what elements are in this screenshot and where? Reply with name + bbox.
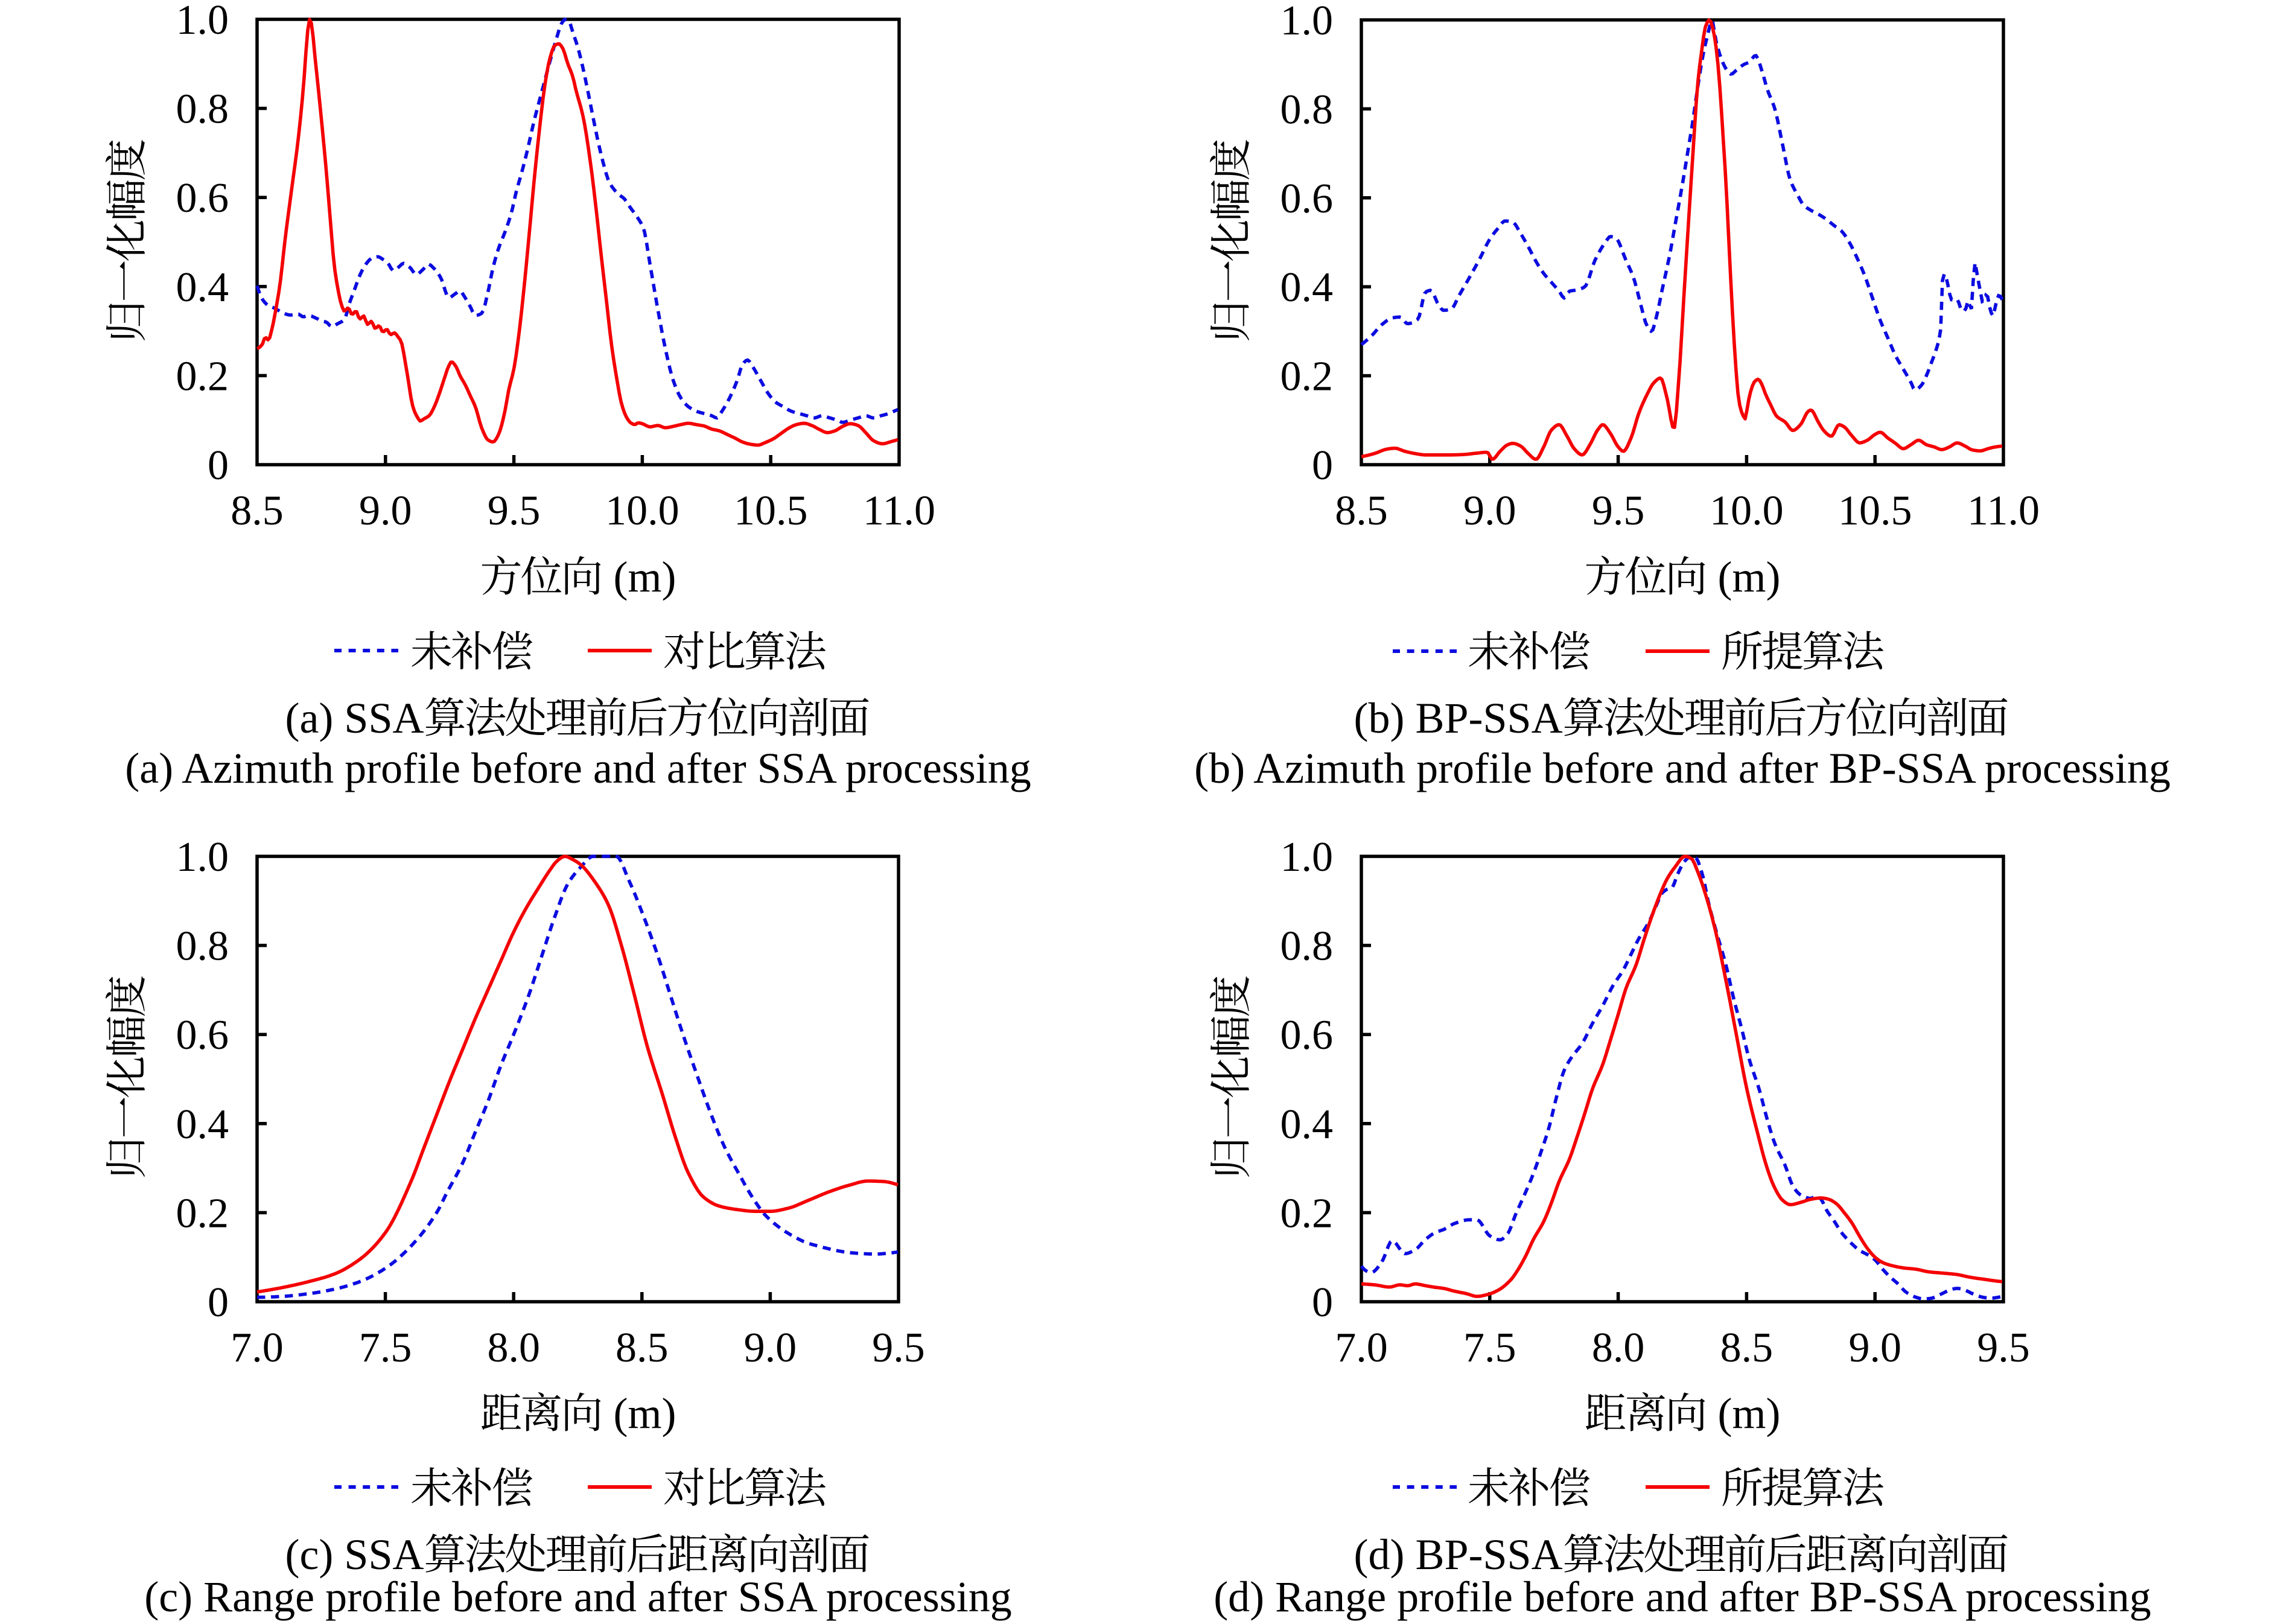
svg-text:0.8: 0.8 (176, 923, 229, 970)
svg-text:0.4: 0.4 (176, 1101, 229, 1148)
svg-text:9.0: 9.0 (1463, 488, 1516, 534)
svg-text:7.0: 7.0 (1335, 1325, 1388, 1371)
svg-text:0: 0 (1312, 442, 1333, 489)
svg-text:1.0: 1.0 (176, 0, 229, 43)
svg-text:8.0: 8.0 (1592, 1325, 1645, 1371)
svg-text:(d) Range profile before and a: (d) Range profile before and after BP-SS… (1214, 1573, 2151, 1621)
svg-text:1.0: 1.0 (176, 834, 229, 880)
svg-text:0: 0 (208, 442, 229, 489)
svg-text:0: 0 (208, 1279, 229, 1326)
svg-text:0.6: 0.6 (1280, 176, 1334, 222)
svg-text:8.5: 8.5 (1720, 1325, 1774, 1371)
svg-text:0: 0 (1312, 1279, 1333, 1326)
svg-text:7.0: 7.0 (231, 1325, 284, 1371)
svg-text:(b) Azimuth profile before and: (b) Azimuth profile before and after BP-… (1194, 744, 2171, 792)
svg-text:9.0: 9.0 (744, 1325, 797, 1371)
svg-text:0.2: 0.2 (176, 353, 229, 400)
svg-text:(b) BP-SSA: (b) BP-SSA (1354, 694, 1563, 742)
svg-text:1.0: 1.0 (1280, 0, 1334, 44)
svg-text:11.0: 11.0 (1967, 488, 2040, 534)
svg-text:9.5: 9.5 (1977, 1325, 2030, 1371)
svg-text:0.6: 0.6 (176, 1012, 229, 1059)
svg-text:9.5: 9.5 (1592, 488, 1645, 534)
svg-text:(c) Range profile before and a: (c) Range profile before and after SSA p… (144, 1573, 1012, 1621)
svg-text:0.8: 0.8 (1280, 923, 1334, 970)
svg-text:(a) SSA: (a) SSA (285, 694, 424, 742)
svg-text:(m): (m) (1718, 553, 1781, 601)
svg-text:0.2: 0.2 (1280, 354, 1334, 400)
svg-text:0.8: 0.8 (1280, 86, 1334, 133)
svg-text:(m): (m) (1718, 1389, 1781, 1438)
svg-text:9.0: 9.0 (359, 488, 412, 534)
svg-text:0.4: 0.4 (1280, 1101, 1334, 1148)
svg-text:0.4: 0.4 (176, 264, 229, 311)
svg-text:10.0: 10.0 (605, 488, 679, 534)
svg-text:7.5: 7.5 (1463, 1325, 1516, 1371)
svg-text:(m): (m) (614, 553, 676, 601)
svg-text:10.0: 10.0 (1710, 488, 1784, 534)
svg-text:0.2: 0.2 (1280, 1190, 1334, 1237)
svg-text:(c) SSA: (c) SSA (285, 1530, 424, 1579)
svg-text:10.5: 10.5 (1838, 488, 1912, 534)
svg-text:0.4: 0.4 (1280, 264, 1334, 311)
svg-text:9.5: 9.5 (872, 1325, 925, 1371)
svg-text:10.5: 10.5 (734, 488, 808, 534)
svg-text:1.0: 1.0 (1280, 834, 1334, 880)
svg-text:9.0: 9.0 (1848, 1325, 1901, 1371)
svg-text:8.0: 8.0 (487, 1325, 540, 1371)
svg-text:8.5: 8.5 (616, 1325, 669, 1371)
svg-text:0.2: 0.2 (176, 1190, 229, 1237)
svg-text:(d) BP-SSA: (d) BP-SSA (1354, 1530, 1563, 1579)
svg-text:(a) Azimuth profile before and: (a) Azimuth profile before and after SSA… (125, 744, 1031, 792)
svg-text:0.8: 0.8 (176, 86, 229, 133)
svg-text:9.5: 9.5 (488, 488, 541, 534)
svg-text:0.6: 0.6 (176, 175, 229, 221)
svg-text:8.5: 8.5 (231, 488, 284, 534)
svg-text:(m): (m) (614, 1389, 676, 1438)
svg-text:7.5: 7.5 (359, 1325, 412, 1371)
svg-text:11.0: 11.0 (863, 488, 935, 534)
svg-text:8.5: 8.5 (1335, 488, 1388, 534)
svg-text:0.6: 0.6 (1280, 1012, 1334, 1059)
